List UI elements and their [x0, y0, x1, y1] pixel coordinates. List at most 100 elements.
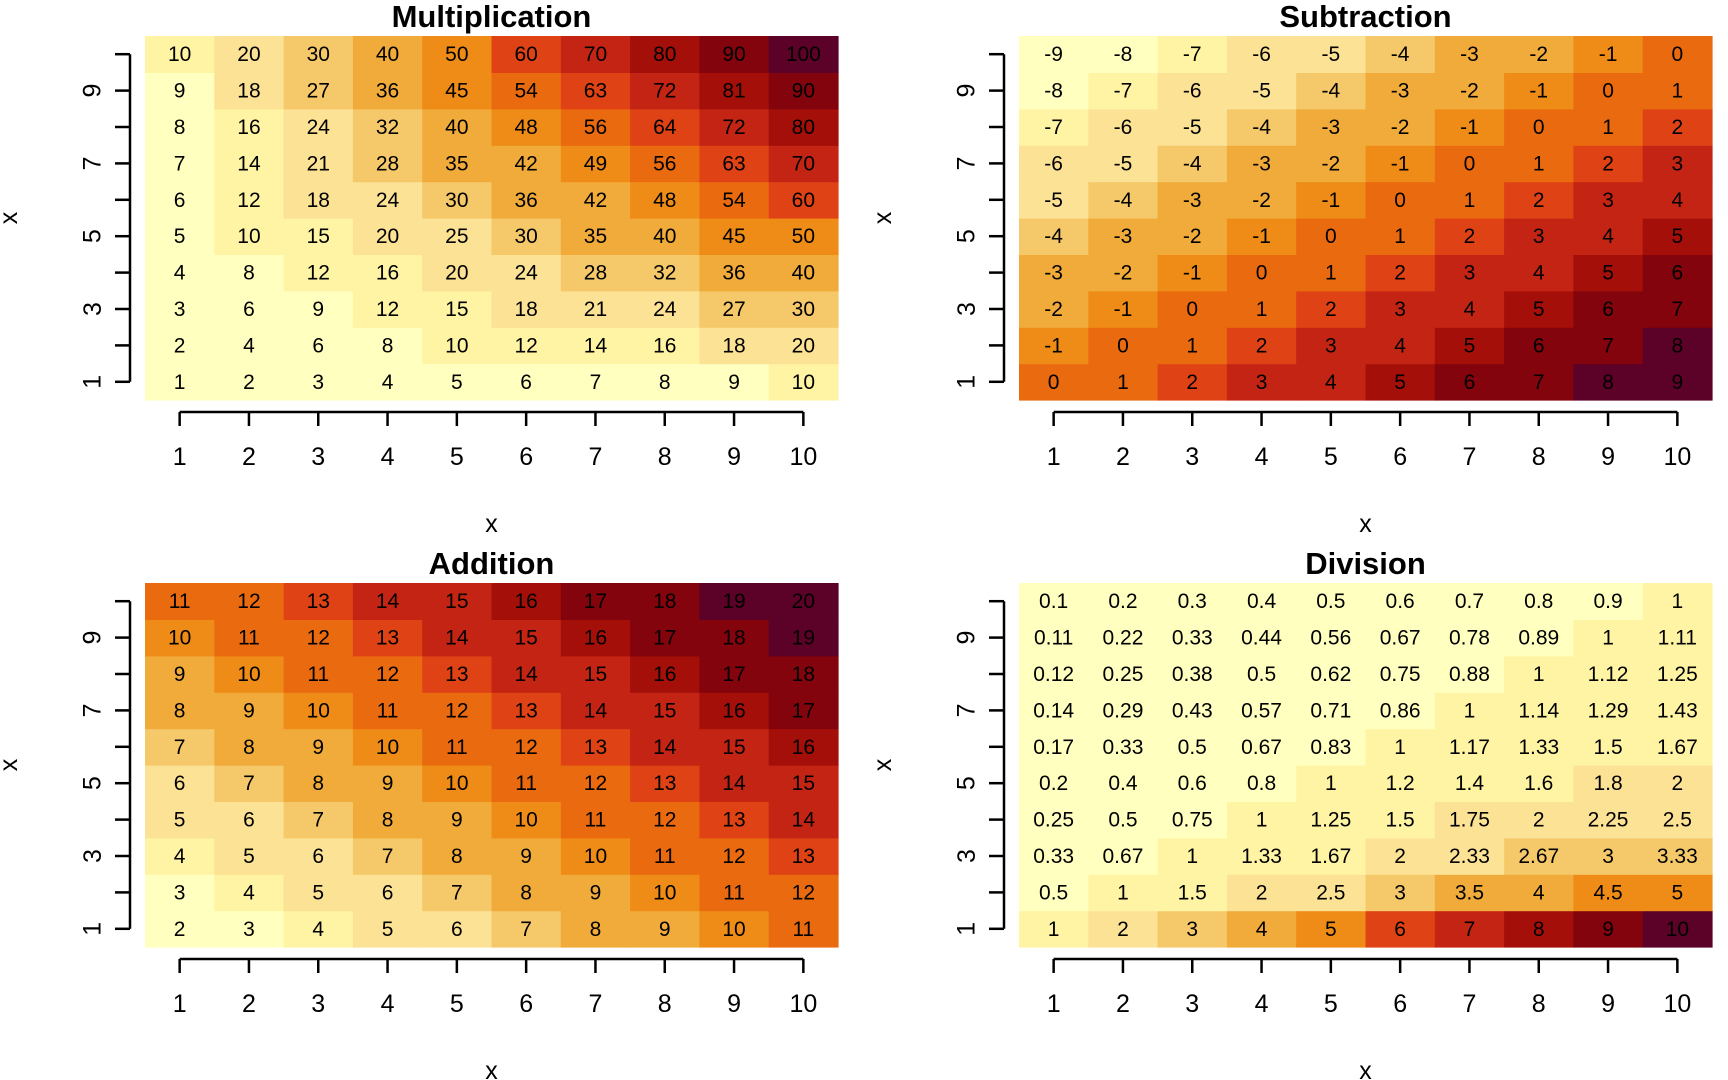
heatmap-cell — [145, 108, 215, 146]
heatmap-cell — [1088, 108, 1159, 146]
cell-value-label: 19 — [722, 590, 745, 613]
cell-value-label: 0.5 — [1178, 736, 1207, 759]
heatmap-cell — [560, 655, 631, 693]
cell-value-label: 1 — [1394, 736, 1406, 759]
heatmap-cell — [1296, 181, 1367, 219]
heatmap-cell — [283, 36, 354, 73]
heatmap-cell — [699, 36, 770, 73]
cell-value-label: 1.75 — [1449, 809, 1490, 832]
cell-value-label: 20 — [445, 262, 468, 285]
cell-value-label: 0.17 — [1033, 736, 1074, 759]
heatmap-cell — [352, 910, 423, 948]
heatmap-cell — [1157, 910, 1228, 948]
heatmap-cell — [1434, 290, 1505, 328]
heatmap-cell — [1157, 72, 1228, 110]
x-tick-label: 8 — [1532, 443, 1546, 471]
heatmap-cell — [1226, 290, 1297, 328]
cell-value-label: 15 — [792, 772, 815, 795]
heatmap-cell — [422, 728, 493, 766]
heatmap-cell — [491, 910, 562, 948]
cell-value-label: 10 — [584, 845, 607, 868]
cell-value-label: 5 — [382, 918, 394, 941]
x-tick-label: 3 — [1185, 443, 1199, 471]
cell-value-label: 9 — [659, 918, 671, 941]
heatmap-cell — [699, 108, 770, 146]
cell-value-label: 2 — [1186, 371, 1198, 394]
cell-value-label: -7 — [1114, 80, 1133, 103]
heatmap-cell — [352, 837, 423, 875]
cell-value-label: 3 — [1464, 262, 1476, 285]
cell-value-label: 9 — [520, 845, 532, 868]
cell-value-label: 90 — [722, 43, 745, 66]
heatmap-cell — [352, 619, 423, 657]
heatmap-cell — [768, 327, 839, 365]
heatmap-cell — [1642, 874, 1713, 912]
cell-value-label: 6 — [451, 918, 463, 941]
heatmap-cell — [560, 765, 631, 802]
cell-value-label: -4 — [1044, 225, 1063, 248]
heatmap-cell — [145, 363, 215, 401]
heatmap-cell — [214, 583, 285, 620]
cell-value-label: 0.7 — [1455, 590, 1484, 613]
cell-value-label: 4 — [243, 881, 255, 904]
cell-value-label: 3 — [1325, 334, 1337, 357]
heatmap-cell — [1573, 837, 1644, 875]
heatmap-cell — [1642, 619, 1713, 657]
cell-value-label: 0 — [1533, 116, 1545, 139]
heatmap-cell — [1088, 290, 1159, 328]
cell-value-label: 0.89 — [1518, 627, 1559, 650]
x-tick-label: 7 — [1462, 990, 1476, 1018]
cell-value-label: 7 — [1672, 298, 1684, 321]
heatmap-cell — [1019, 692, 1089, 730]
heatmap-cell — [283, 181, 354, 219]
heatmap-cell — [630, 290, 700, 328]
cell-value-label: 9 — [174, 80, 186, 103]
cell-value-label: 32 — [376, 116, 399, 139]
cell-value-label: 11 — [654, 845, 676, 868]
heatmap-cell — [145, 254, 215, 292]
heatmap-cell — [1573, 765, 1644, 802]
heatmap-cell — [352, 692, 423, 730]
cell-value-label: 8 — [382, 334, 394, 357]
cell-value-label: 5 — [1602, 262, 1614, 285]
cell-value-label: 11 — [585, 809, 607, 832]
heatmap-cell — [491, 218, 562, 255]
cell-value-label: 70 — [792, 152, 815, 175]
heatmap-cell — [283, 290, 354, 328]
cell-value-label: 0.5 — [1039, 881, 1068, 904]
x-tick-label: 6 — [519, 443, 533, 471]
heatmap-cell — [768, 692, 839, 730]
heatmap-cell — [1434, 583, 1505, 620]
heatmap-cell — [491, 254, 562, 292]
heatmap-cell — [1157, 181, 1228, 219]
heatmap-cell — [1019, 290, 1089, 328]
heatmap-cell — [283, 728, 354, 766]
heatmap-cell — [1365, 837, 1436, 875]
heatmap-cell — [768, 837, 839, 875]
heatmap-cell — [1226, 801, 1297, 839]
cell-value-label: 18 — [653, 590, 676, 613]
heatmap-cell — [283, 765, 354, 802]
cell-value-label: 9 — [590, 881, 602, 904]
heatmap-cell — [699, 218, 770, 255]
heatmap-cell — [1226, 181, 1297, 219]
heatmap-cell — [1504, 619, 1574, 657]
cell-value-label: 17 — [722, 663, 745, 686]
heatmap-cell — [1226, 619, 1297, 657]
cell-value-label: 70 — [584, 43, 607, 66]
heatmap-cell — [1504, 327, 1574, 365]
heatmap-cell — [214, 874, 285, 912]
cell-value-label: 30 — [792, 298, 815, 321]
heatmap-cell — [560, 837, 631, 875]
heatmap-cell — [1504, 692, 1574, 730]
heatmap-cell — [422, 327, 493, 365]
cell-value-label: 1 — [1672, 80, 1684, 103]
heatmap-cell — [1157, 218, 1228, 255]
y-tick-label: 9 — [953, 631, 981, 645]
heatmap-cell — [283, 655, 354, 693]
cell-value-label: 1.4 — [1455, 772, 1485, 795]
cell-value-label: 0.6 — [1178, 772, 1207, 795]
heatmap-cell — [491, 363, 562, 401]
x-tick-label: 3 — [1185, 990, 1199, 1018]
heatmap-cell — [1573, 728, 1644, 766]
